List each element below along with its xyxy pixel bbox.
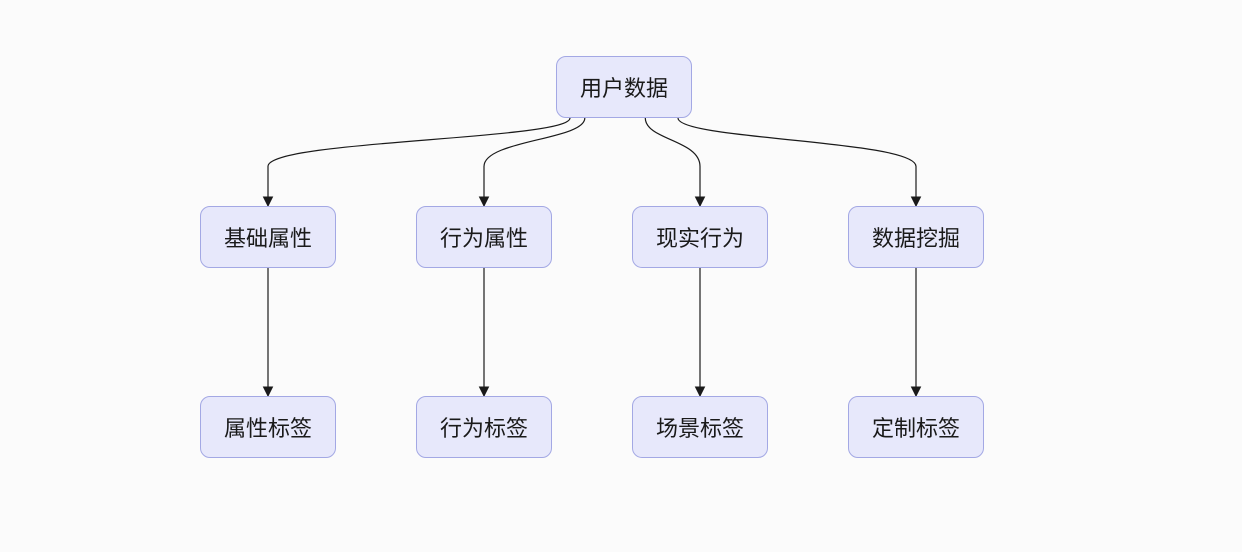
edge-root-to-a1 xyxy=(268,118,570,206)
node-label: 基础属性 xyxy=(224,221,312,253)
edge-root-to-a4 xyxy=(678,118,916,206)
node-a2: 行为属性 xyxy=(416,206,552,268)
node-label: 行为属性 xyxy=(440,221,528,253)
node-b4: 定制标签 xyxy=(848,396,984,458)
node-label: 现实行为 xyxy=(656,221,744,253)
node-label: 数据挖掘 xyxy=(872,221,960,253)
node-label: 定制标签 xyxy=(872,411,960,443)
edge-root-to-a3 xyxy=(645,118,700,206)
node-label: 属性标签 xyxy=(224,411,312,443)
diagram-canvas: 用户数据基础属性 行为属性 现实行为 数据挖掘属性标签 行为标签 场景标签 定制标签 xyxy=(0,0,1242,552)
node-b2: 行为标签 xyxy=(416,396,552,458)
node-label: 场景标签 xyxy=(656,411,744,443)
node-root: 用户数据 xyxy=(556,56,692,118)
node-b1: 属性标签 xyxy=(200,396,336,458)
edge-root-to-a2 xyxy=(484,118,585,206)
node-a1: 基础属性 xyxy=(200,206,336,268)
node-label: 用户数据 xyxy=(580,71,668,103)
node-a3: 现实行为 xyxy=(632,206,768,268)
node-label: 行为标签 xyxy=(440,411,528,443)
node-a4: 数据挖掘 xyxy=(848,206,984,268)
node-b3: 场景标签 xyxy=(632,396,768,458)
